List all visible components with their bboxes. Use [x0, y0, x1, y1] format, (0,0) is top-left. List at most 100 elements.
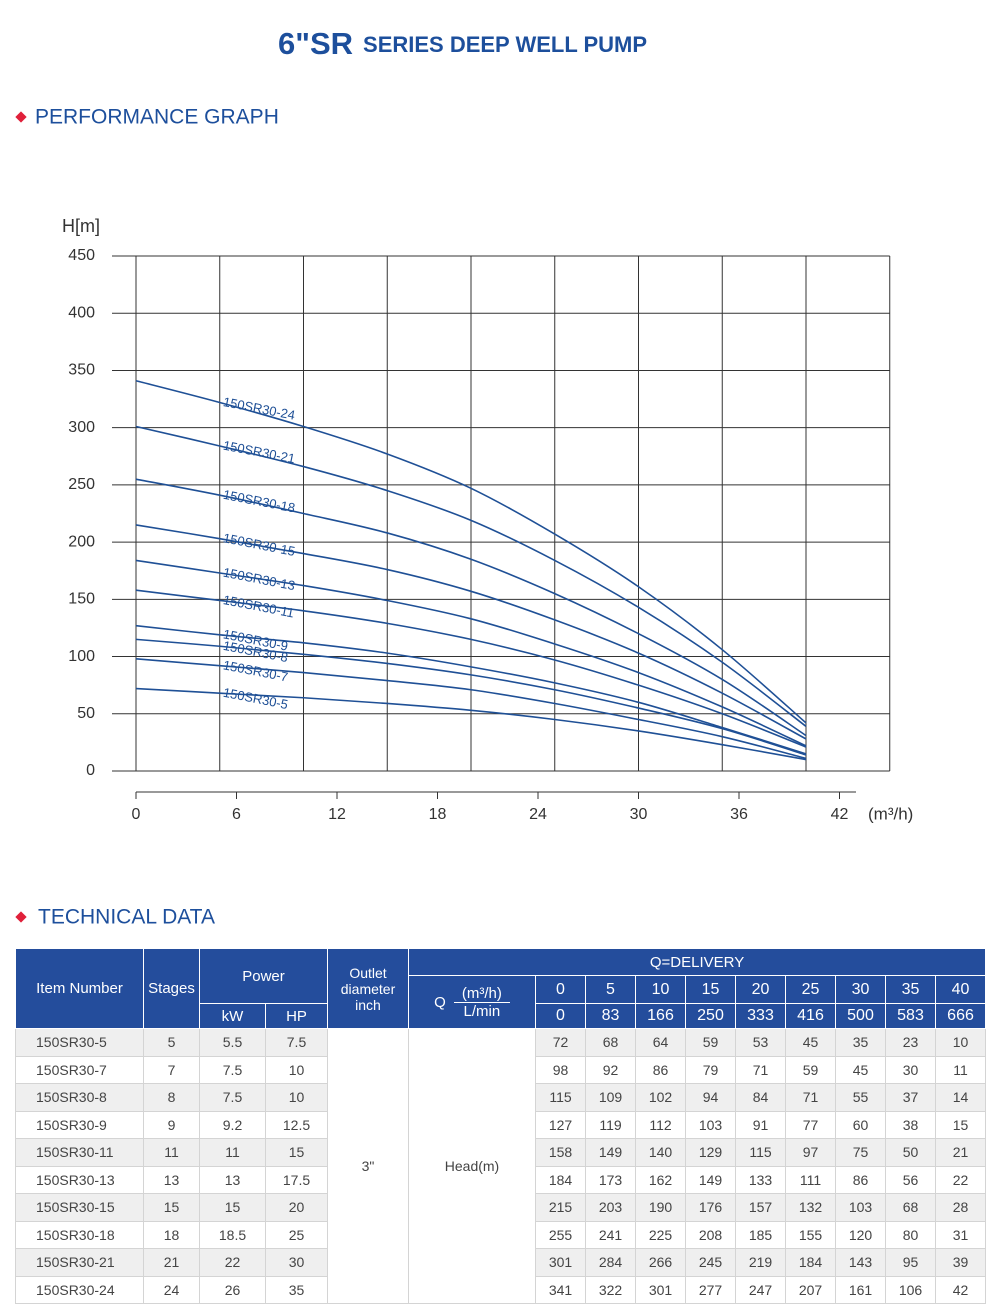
cell: 15	[934, 1110, 987, 1139]
y-tick-label: 0	[86, 762, 95, 779]
header-cell: 25	[785, 975, 836, 1004]
data-row: 150SR30-11 11 11 15 158 149 140 129 115 97 75 50 21	[15, 1138, 987, 1167]
y-tick-label: 350	[68, 362, 95, 379]
cell: 92	[585, 1055, 636, 1084]
cell: 112	[635, 1110, 686, 1139]
header-cell: Q (m³/h) L/min	[408, 975, 536, 1029]
header-cell: kW	[199, 1003, 266, 1029]
header-cell: HP	[265, 1003, 328, 1029]
cell: 184	[535, 1165, 586, 1194]
y-tick-label: 300	[68, 419, 95, 436]
header-cell: Q=DELIVERY	[407, 948, 987, 976]
header-row: kW HP 0 83 166 250 333 416 500 583 666	[16, 1003, 987, 1029]
curve-label: 150SR30-5	[222, 685, 289, 712]
cell: 50	[885, 1138, 936, 1167]
cell: 10	[265, 1083, 328, 1112]
x-tick-label: 30	[630, 806, 648, 823]
cell: 241	[585, 1220, 636, 1249]
data-row: 150SR30-24 24 26 35 341 322 301 277 247 207 161 106…	[15, 1275, 987, 1304]
cell: 341	[535, 1275, 586, 1304]
data-row: 150SR30-9 9 9.2 12.5 127 119 112 103 91 77 60 38 15	[15, 1110, 987, 1139]
header-cell: 583	[885, 1003, 936, 1029]
data-row: 150SR30-21 21 22 30 301 284 266 245 219 184 143 95 3…	[15, 1248, 987, 1277]
cell: 9	[143, 1110, 200, 1139]
cell: 150SR30-9	[15, 1110, 144, 1139]
cell: 72	[535, 1028, 586, 1057]
cell: 143	[835, 1248, 886, 1277]
cell: 150SR30-21	[15, 1248, 144, 1277]
cell: 18.5	[199, 1220, 266, 1249]
y-tick-label: 150	[68, 591, 95, 608]
cell: 11	[199, 1138, 266, 1167]
header-cell: 10	[635, 975, 686, 1004]
bullet	[15, 911, 27, 923]
cell: 22	[199, 1248, 266, 1277]
cell: 24	[143, 1275, 200, 1304]
cell: 301	[535, 1248, 586, 1277]
cell: 129	[685, 1138, 736, 1167]
cell: 7.5	[199, 1083, 266, 1112]
cell: 173	[585, 1165, 636, 1194]
y-tick-label: 450	[68, 247, 95, 264]
curve	[135, 478, 807, 737]
header-cell: 166	[635, 1003, 686, 1029]
curve	[135, 687, 807, 761]
cell: 150SR30-7	[15, 1055, 144, 1084]
cell: 79	[685, 1055, 736, 1084]
cell: 97	[785, 1138, 836, 1167]
cell: 266	[635, 1248, 686, 1277]
x-tick-label: 12	[328, 806, 346, 823]
cell: 21	[143, 1248, 200, 1277]
cell: 31	[934, 1220, 987, 1249]
cell: 322	[585, 1275, 636, 1304]
y-tick-label: 100	[68, 648, 95, 665]
x-tick-label: 24	[529, 806, 547, 823]
cell: 21	[934, 1138, 987, 1167]
cell: 150SR30-18	[15, 1220, 144, 1249]
cell: 53	[735, 1028, 786, 1057]
cell: 25	[265, 1220, 328, 1249]
cell: 35	[835, 1028, 886, 1057]
header-cell: 15	[685, 975, 736, 1004]
cell: 150SR30-15	[15, 1193, 144, 1222]
cell: 103	[685, 1110, 736, 1139]
cell: 37	[885, 1083, 936, 1112]
cell: 103	[835, 1193, 886, 1222]
cell: 35	[265, 1275, 328, 1304]
cell: 3"	[327, 1028, 409, 1304]
cell: 30	[265, 1248, 328, 1277]
data-row: 150SR30-7 7 7.5 10 98 92 86 79 71 59 45 30 11	[15, 1055, 987, 1084]
cell: 9.2	[199, 1110, 266, 1139]
cell: 30	[885, 1055, 936, 1084]
cell: 140	[635, 1138, 686, 1167]
cell: 56	[885, 1165, 936, 1194]
cell: 255	[535, 1220, 586, 1249]
cell: 13	[143, 1165, 200, 1194]
section-title: PERFORMANCE GRAPH	[35, 106, 279, 129]
cell: 45	[835, 1055, 886, 1084]
x-tick-label: 0	[132, 806, 141, 823]
data-row: 150SR30-8 8 7.5 10 115 109 102 94 84 71 55 37 14	[15, 1083, 987, 1112]
cell: 133	[735, 1165, 786, 1194]
technical-table: Item Number Stages Power Outlet diameter in…	[15, 948, 987, 1304]
header-row: Q (m³/h) L/min 0 5 10 15 20 25 30 35 40	[16, 975, 987, 1029]
title-rest: SERIES DEEP WELL PUMP	[363, 32, 647, 57]
cell: 225	[635, 1220, 686, 1249]
lmin-label: L/min	[463, 1002, 501, 1020]
curve-label: 150SR30-18	[222, 487, 297, 516]
cell: 102	[635, 1083, 686, 1112]
graph-area: 6"SR SERIES DEEP WELL PUMP PERFORMANCE GR…	[15, 26, 913, 823]
cell: 7.5	[265, 1028, 328, 1057]
cell: 95	[885, 1248, 936, 1277]
header-cell: 20	[735, 975, 786, 1004]
curve	[135, 559, 807, 747]
cell: 150SR30-13	[15, 1165, 144, 1194]
cell: 155	[785, 1220, 836, 1249]
cell: 11	[143, 1138, 200, 1167]
cell: 18	[143, 1220, 200, 1249]
cell: 10	[934, 1028, 987, 1057]
cell: 71	[785, 1083, 836, 1112]
cell: 150SR30-5	[15, 1028, 144, 1057]
cell: 15	[199, 1193, 266, 1222]
